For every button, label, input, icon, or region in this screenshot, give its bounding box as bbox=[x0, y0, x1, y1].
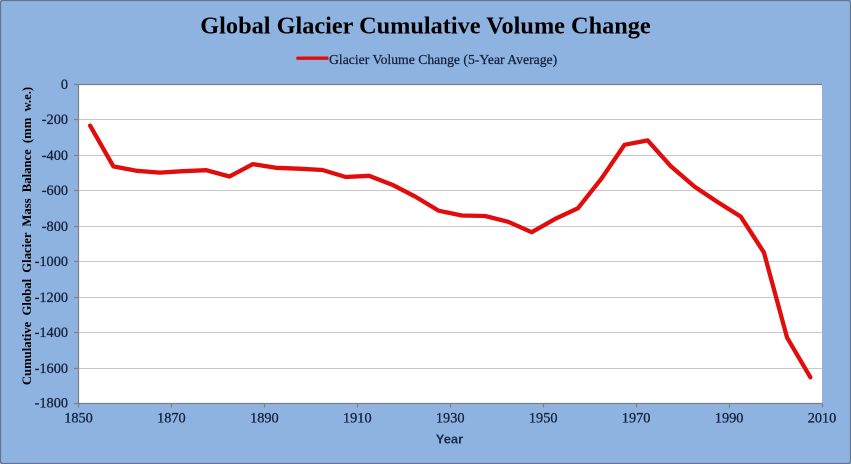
svg-text:1890: 1890 bbox=[250, 411, 279, 427]
svg-text:-400: -400 bbox=[42, 148, 68, 164]
svg-text:2010: 2010 bbox=[808, 411, 837, 427]
svg-text:-200: -200 bbox=[42, 112, 68, 128]
svg-text:1930: 1930 bbox=[436, 411, 465, 427]
svg-text:Glacier Volume Change (5-Year: Glacier Volume Change (5-Year Average) bbox=[329, 52, 557, 68]
svg-text:-600: -600 bbox=[42, 183, 68, 199]
svg-text:Cumulative Global Glacier Mass: Cumulative Global Glacier Mass Balance (… bbox=[20, 87, 34, 385]
svg-text:1990: 1990 bbox=[715, 411, 744, 427]
svg-text:-800: -800 bbox=[42, 219, 68, 235]
svg-text:Global Glacier Cumulative Volu: Global Glacier Cumulative Volume Change bbox=[200, 13, 651, 40]
svg-text:1910: 1910 bbox=[343, 411, 372, 427]
svg-text:0: 0 bbox=[61, 77, 68, 93]
svg-text:1850: 1850 bbox=[64, 411, 93, 427]
svg-text:1950: 1950 bbox=[529, 411, 558, 427]
svg-text:1970: 1970 bbox=[622, 411, 651, 427]
svg-text:Year: Year bbox=[436, 432, 463, 447]
svg-text:-1200: -1200 bbox=[35, 290, 68, 306]
svg-text:-1400: -1400 bbox=[35, 325, 68, 341]
svg-text:-1600: -1600 bbox=[35, 361, 68, 377]
svg-text:-1000: -1000 bbox=[35, 254, 68, 270]
svg-text:1870: 1870 bbox=[157, 411, 186, 427]
svg-text:-1800: -1800 bbox=[35, 396, 68, 412]
